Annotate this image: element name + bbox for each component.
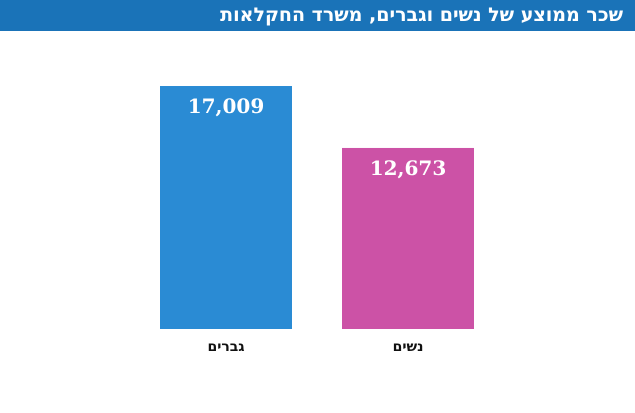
bar-chart: 17,009 גברים 12,673 נשים xyxy=(160,86,474,355)
bar-value-label-0: 17,009 xyxy=(188,94,265,118)
chart-title: שכר ממוצע של נשים וגברים, משרד החקלאות xyxy=(220,4,623,26)
bar-0 xyxy=(160,86,292,329)
bars-layer: 17,009 גברים 12,673 נשים xyxy=(160,86,474,355)
category-label-1: נשים xyxy=(393,339,424,355)
category-label-0: גברים xyxy=(207,339,244,355)
header-bar: שכר ממוצע של נשים וגברים, משרד החקלאות xyxy=(0,0,635,31)
bar-1 xyxy=(342,147,474,329)
bar-value-label-1: 12,673 xyxy=(370,156,447,180)
